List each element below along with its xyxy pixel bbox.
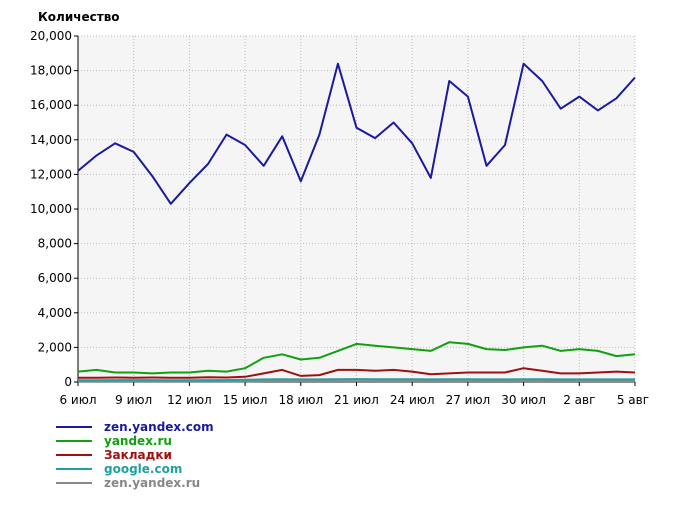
gridlines <box>78 35 636 382</box>
y-tick-label: 14,000 <box>30 133 72 147</box>
legend-item-zen-yandex-com: zen.yandex.com <box>56 420 214 434</box>
x-tick-label: 18 июл <box>278 393 323 407</box>
legend-swatch <box>56 482 92 484</box>
y-tick-label: 2,000 <box>38 340 72 354</box>
series-line-zen-yandex-com <box>77 62 636 205</box>
chart: Количество 0 2,000 4,000 6,000 8,000 10,000 12… <box>30 10 649 407</box>
x-tick-label: 30 июл <box>501 393 546 407</box>
legend-swatch <box>56 426 92 428</box>
x-tick-label: 5 авг <box>617 393 649 407</box>
legend-item-yandex-ru: yandex.ru <box>56 434 214 448</box>
x-tick-labels: 6 июл 9 июл 12 июл 15 июл 18 июл 21 июл 24 июл… <box>59 393 649 407</box>
legend-swatch <box>56 454 92 456</box>
legend-item-zen-yandex-ru: zen.yandex.ru <box>56 476 214 490</box>
y-tick-label: 12,000 <box>30 167 72 181</box>
x-tick-label: 12 июл <box>167 393 212 407</box>
y-tick-labels: 0 2,000 4,000 6,000 8,000 10,000 12,000 14,000 1… <box>30 29 72 389</box>
x-tick-label: 9 июл <box>115 393 152 407</box>
series-line-google-com <box>78 378 635 382</box>
legend-label: google.com <box>104 462 183 476</box>
legend-swatch <box>56 440 92 442</box>
y-tick-label: 18,000 <box>30 64 72 78</box>
x-tick-label: 15 июл <box>223 393 268 407</box>
x-tick-label: 21 июл <box>334 393 379 407</box>
legend-item-google-com: google.com <box>56 462 214 476</box>
legend: zen.yandex.com yandex.ru Закладки google… <box>56 420 214 490</box>
legend-item-zakladki: Закладки <box>56 448 214 462</box>
x-tick-label: 6 июл <box>59 393 96 407</box>
y-tick-label: 8,000 <box>38 237 72 251</box>
y-tick-label: 6,000 <box>38 271 72 285</box>
y-tick-label: 20,000 <box>30 29 72 43</box>
y-axis-title: Количество <box>38 10 120 24</box>
legend-label: zen.yandex.com <box>104 420 214 434</box>
y-tick-label: 16,000 <box>30 98 72 112</box>
y-tick-label: 0 <box>64 375 72 389</box>
x-tick-label: 2 авг <box>563 393 595 407</box>
legend-label: zen.yandex.ru <box>104 476 201 490</box>
legend-label: yandex.ru <box>104 434 172 448</box>
legend-swatch <box>56 468 92 470</box>
x-tick-label: 27 июл <box>446 393 491 407</box>
legend-label: Закладки <box>104 448 172 462</box>
y-tick-label: 10,000 <box>30 202 72 216</box>
y-tick-label: 4,000 <box>38 306 72 320</box>
series-line-закладки <box>78 367 636 379</box>
x-tick-label: 24 июл <box>390 393 435 407</box>
series-lines <box>77 62 636 383</box>
series-line-yandex-ru <box>77 341 636 375</box>
